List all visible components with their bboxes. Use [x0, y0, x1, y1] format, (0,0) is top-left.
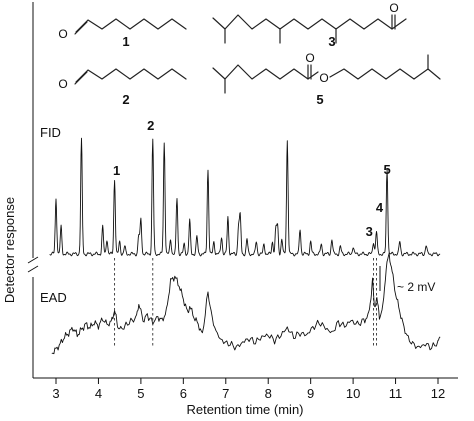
- x-tick-label: 7: [222, 386, 229, 401]
- hetero-atom-label: O: [58, 27, 67, 41]
- x-axis-title: Retention time (min): [186, 402, 303, 417]
- compound-number: 3: [328, 34, 335, 49]
- compound-number: 5: [316, 92, 323, 107]
- x-tick-label: 9: [307, 386, 314, 401]
- x-tick-label: 10: [346, 386, 360, 401]
- x-tick-label: 8: [265, 386, 272, 401]
- structure-compound-2: O 2: [58, 68, 187, 107]
- x-tick-label: 12: [431, 386, 445, 401]
- x-tick-label: 4: [95, 386, 102, 401]
- y-axis-title: Detector response: [2, 197, 17, 303]
- x-tick-label: 5: [137, 386, 144, 401]
- y-axis: [27, 2, 39, 378]
- structure-compound-5: O O 5: [212, 51, 441, 107]
- fid-trace-label: FID: [40, 125, 61, 140]
- correspondence-guides: [114, 258, 377, 348]
- ead-trace: [51, 252, 441, 355]
- peak-label-3: 3: [366, 224, 373, 239]
- structure-compound-1: O 1: [58, 18, 187, 49]
- hetero-atom-label: O: [58, 77, 67, 91]
- peak-label-5: 5: [383, 162, 390, 177]
- x-tick-label: 6: [180, 386, 187, 401]
- compound-number: 2: [122, 92, 129, 107]
- scale-bar: ~ 2 mV: [379, 266, 435, 294]
- x-tick-label: 3: [52, 386, 59, 401]
- hetero-atom-label: O: [319, 71, 328, 85]
- structure-compound-3: O 3: [212, 1, 407, 49]
- x-axis-ticks: 3 4 5 6 7 8 9 10 11 12: [52, 378, 445, 401]
- peak-label-2: 2: [147, 118, 154, 133]
- hetero-atom-label: O: [305, 51, 314, 65]
- hetero-atom-label: O: [389, 1, 398, 15]
- fid-trace: [49, 137, 441, 257]
- scale-bar-label: ~ 2 mV: [397, 280, 435, 294]
- peak-label-1: 1: [113, 163, 120, 178]
- ead-trace-label: EAD: [40, 290, 67, 305]
- peak-label-4: 4: [376, 200, 384, 215]
- peak-labels: 1 2 34 5: [113, 118, 391, 239]
- x-tick-label: 11: [389, 386, 403, 401]
- x-axis: 3 4 5 6 7 8 9 10 11 12: [33, 377, 458, 401]
- compound-number: 1: [122, 34, 129, 49]
